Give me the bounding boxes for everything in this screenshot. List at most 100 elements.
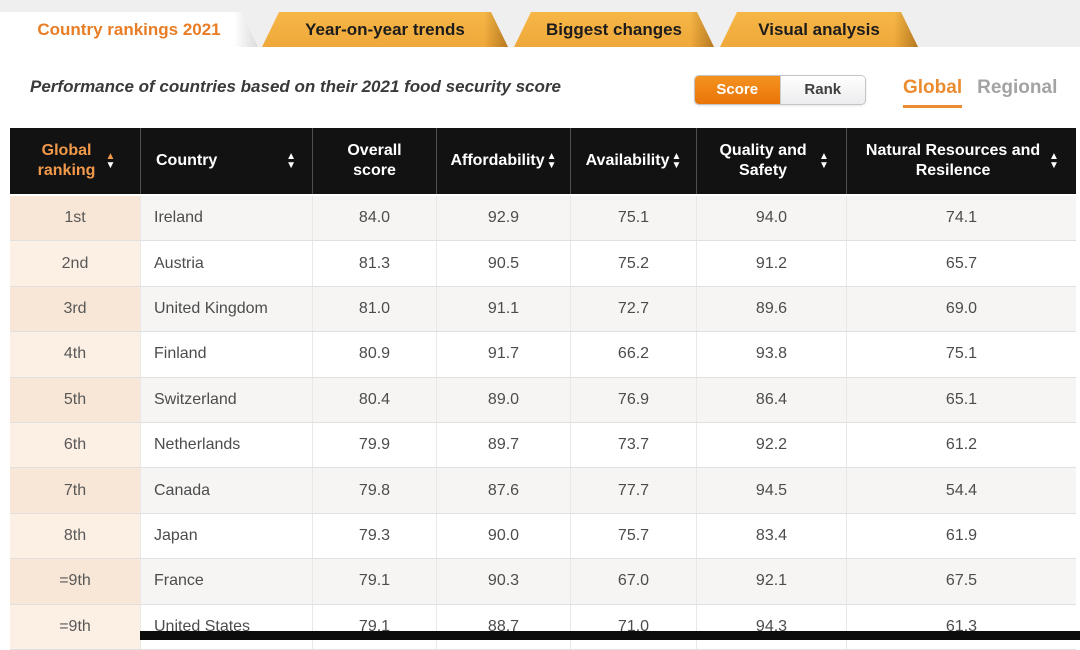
sort-up-icon: ▲ [819,151,829,162]
column-header-label: Availability [585,152,670,170]
column-header-availability[interactable]: Availability ▲ ▼ [570,128,696,194]
cell-quality: 92.2 [696,422,846,468]
cell-rank: 2nd [10,241,140,286]
cell-availability: 75.1 [570,196,696,241]
column-header-label: Overall score [347,142,402,179]
tab-country-rankings[interactable]: Country rankings 2021 [0,12,258,47]
column-header-natural-resources-and-resilence[interactable]: Natural Resources and Resilence ▲ ▼ [846,128,1076,194]
cell-rank: =9th [10,559,140,604]
cell-overall: 79.1 [312,559,436,604]
sort-up-icon: ▲ [546,151,557,162]
sort-down-icon: ▼ [819,160,829,171]
column-header-label: Country [156,152,218,170]
sort-up-icon: ▲ [105,151,116,162]
cell-natural: 61.2 [846,422,1076,468]
global-scope-button[interactable]: Global [903,77,963,108]
cell-country: Austria [140,241,312,286]
cell-quality: 92.1 [696,559,846,604]
sort-arrows-icon[interactable]: ▲ ▼ [671,152,682,171]
cell-country: Finland [140,332,312,377]
cell-overall: 80.9 [312,332,436,377]
cell-affordability: 90.5 [436,241,570,286]
sort-up-icon: ▲ [1049,151,1059,162]
cell-overall: 79.1 [312,604,436,649]
cell-availability: 66.2 [570,332,696,377]
rankings-table: Global ranking ▲ ▼ Country ▲ ▼ Overall score Af… [10,128,1076,650]
table-row: 3rd United Kingdom 81.0 91.1 72.7 89.6 69.0 [10,286,1076,333]
sort-arrows-icon[interactable]: ▲ ▼ [546,151,557,171]
tab-biggest-changes[interactable]: Biggest changes [514,12,714,47]
next-section-header-strip [140,631,1080,640]
cell-availability: 67.0 [570,559,696,604]
cell-natural: 75.1 [846,332,1076,377]
cell-rank: 4th [10,332,140,377]
sort-arrows-icon[interactable]: ▲ ▼ [819,151,829,171]
cell-quality: 83.4 [696,513,846,559]
cell-country: Netherlands [140,422,312,468]
table-row: 4th Finland 80.9 91.7 66.2 93.8 75.1 [10,332,1076,378]
sort-down-icon: ▼ [105,160,116,171]
cell-natural: 69.0 [846,286,1076,332]
cell-quality: 94.3 [696,604,846,649]
cell-country: France [140,559,312,604]
cell-affordability: 88.7 [436,604,570,649]
tab-year-on-year-trends[interactable]: Year-on-year trends [262,12,508,47]
cell-quality: 86.4 [696,377,846,422]
column-header-country[interactable]: Country ▲ ▼ [140,128,312,194]
score-rank-toggle: Score Rank [694,75,866,105]
column-header-label: Global ranking [37,142,96,179]
tab-label: Year-on-year trends [305,20,465,39]
cell-affordability: 91.7 [436,332,570,377]
cell-overall: 79.3 [312,513,436,559]
cell-quality: 93.8 [696,332,846,377]
column-header-affordability[interactable]: Affordability ▲ ▼ [436,128,570,194]
column-header-overall-score: Overall score [312,128,436,194]
cell-affordability: 89.0 [436,377,570,422]
tab-label: Visual analysis [758,20,880,39]
sort-down-icon: ▼ [286,160,296,171]
cell-natural: 61.3 [846,604,1076,649]
rank-toggle-button[interactable]: Rank [779,76,865,104]
cell-overall: 84.0 [312,196,436,241]
scope-toggle: Global Regional [903,77,1057,108]
column-header-label: Natural Resources and Resilence [865,142,1041,179]
column-header-label: Quality and Safety [719,142,807,179]
cell-natural: 74.1 [846,196,1076,241]
sort-down-icon: ▼ [546,160,557,171]
cell-availability: 77.7 [570,468,696,513]
sort-arrows-icon[interactable]: ▲ ▼ [1049,151,1059,171]
cell-availability: 71.0 [570,604,696,649]
score-toggle-button[interactable]: Score [695,76,780,104]
cell-affordability: 91.1 [436,286,570,332]
cell-country: Canada [140,468,312,513]
cell-country: Japan [140,513,312,559]
cell-country: United States [140,604,312,649]
tab-visual-analysis[interactable]: Visual analysis [720,12,918,47]
cell-quality: 94.0 [696,196,846,241]
sort-up-icon: ▲ [286,151,296,162]
table-row: 5th Switzerland 80.4 89.0 76.9 86.4 65.1 [10,377,1076,423]
column-header-global-ranking[interactable]: Global ranking ▲ ▼ [10,128,140,194]
table-header: Global ranking ▲ ▼ Country ▲ ▼ Overall score Af… [10,128,1076,194]
cell-rank: 5th [10,377,140,422]
cell-rank: 8th [10,513,140,559]
cell-country: Switzerland [140,377,312,422]
cell-affordability: 89.7 [436,422,570,468]
cell-availability: 73.7 [570,422,696,468]
table-row: 8th Japan 79.3 90.0 75.7 83.4 61.9 [10,513,1076,560]
sort-down-icon: ▼ [671,160,682,171]
sort-arrows-icon[interactable]: ▲ ▼ [105,151,116,171]
cell-natural: 67.5 [846,559,1076,604]
sort-down-icon: ▼ [1049,160,1059,171]
sort-arrows-icon[interactable]: ▲ ▼ [286,151,296,171]
regional-scope-button[interactable]: Regional [977,77,1058,98]
cell-affordability: 92.9 [436,196,570,241]
cell-quality: 91.2 [696,241,846,286]
table-row: 2nd Austria 81.3 90.5 75.2 91.2 65.7 [10,241,1076,287]
cell-rank: 7th [10,468,140,513]
cell-quality: 89.6 [696,286,846,332]
cell-availability: 76.9 [570,377,696,422]
column-header-quality-and-safety[interactable]: Quality and Safety ▲ ▼ [696,128,846,194]
table-row: 1st Ireland 84.0 92.9 75.1 94.0 74.1 [10,196,1076,242]
cell-overall: 79.9 [312,422,436,468]
